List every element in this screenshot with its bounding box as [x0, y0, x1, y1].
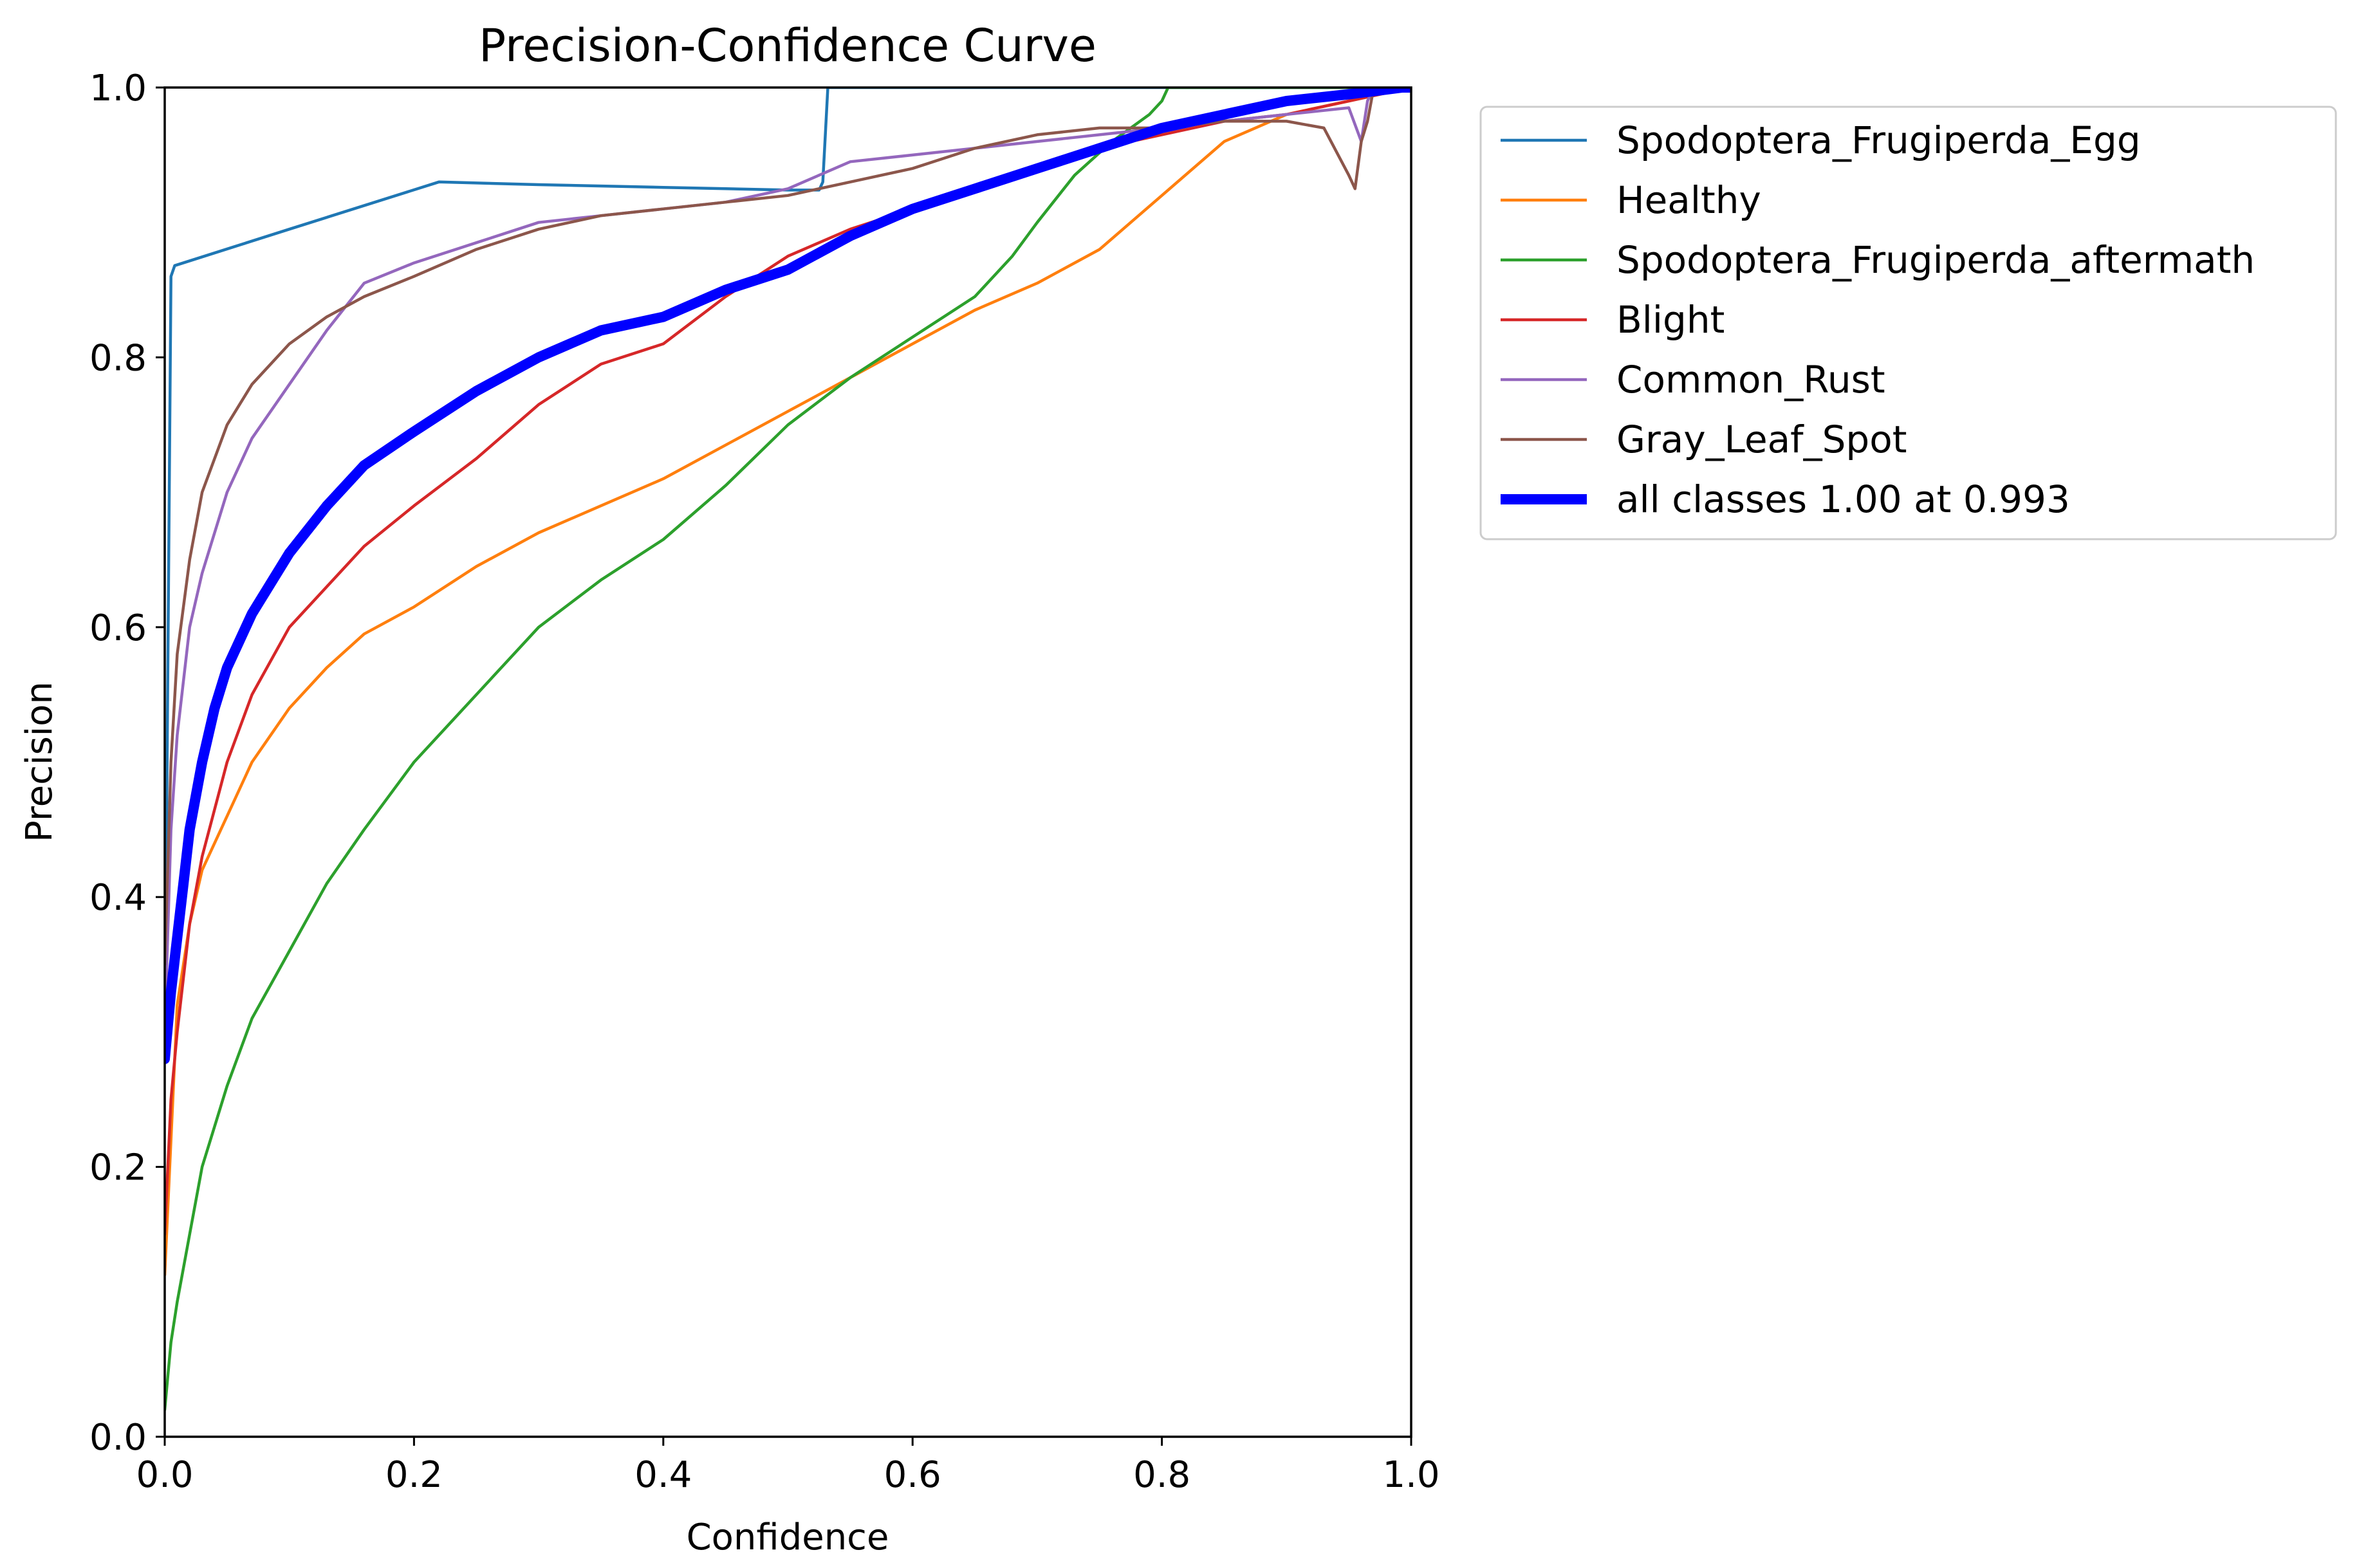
chart-title: Precision-Confidence Curve — [479, 19, 1096, 72]
x-axis-ticks: 0.0 0.2 0.4 0.6 0.8 1.0 — [136, 1437, 1440, 1496]
series-line-6 — [165, 88, 1411, 966]
legend-label-2: Healthy — [1616, 178, 1761, 222]
series-layer — [165, 88, 1411, 1412]
x-tick-label: 0.2 — [385, 1454, 443, 1496]
y-tick-label: 0.6 — [89, 607, 147, 649]
legend: Spodoptera_Frugiperda_Egg Healthy Spodopte… — [1479, 106, 2337, 540]
x-tick-label: 0.4 — [634, 1454, 692, 1496]
legend-label-6: Gray_Leaf_Spot — [1616, 418, 1907, 461]
x-tick-label: 0.0 — [136, 1454, 193, 1496]
y-axis-ticks: 0.0 0.2 0.4 0.6 0.8 1.0 — [89, 68, 165, 1459]
y-tick-label: 0.2 — [89, 1147, 147, 1189]
series-line-1 — [165, 88, 1411, 1061]
plot-frame — [163, 86, 1412, 1438]
x-axis-label: Confidence — [687, 1517, 889, 1558]
legend-label-5: Common_Rust — [1616, 358, 1885, 401]
x-tick-label: 1.0 — [1382, 1454, 1439, 1496]
y-tick-label: 0.8 — [89, 337, 147, 379]
x-tick-label: 0.8 — [1133, 1454, 1190, 1496]
legend-box — [1479, 106, 2337, 540]
y-tick-label: 1.0 — [89, 68, 147, 109]
y-tick-label: 0.4 — [89, 877, 147, 919]
legend-label-3: Spodoptera_Frugiperda_aftermath — [1616, 238, 2255, 282]
y-tick-label: 0.0 — [89, 1417, 147, 1459]
legend-entries: Spodoptera_Frugiperda_Egg Healthy Spodopte… — [1501, 118, 2255, 521]
y-axis-label: Precision — [19, 681, 60, 842]
x-tick-label: 0.6 — [884, 1454, 941, 1496]
legend-label-4: Blight — [1616, 298, 1725, 342]
series-line-7 — [165, 88, 1411, 1064]
series-line-3 — [165, 88, 1411, 1412]
legend-label-7: all classes 1.00 at 0.993 — [1616, 477, 2070, 521]
legend-label-1: Spodoptera_Frugiperda_Egg — [1616, 118, 2141, 162]
series-line-2 — [165, 88, 1411, 1277]
